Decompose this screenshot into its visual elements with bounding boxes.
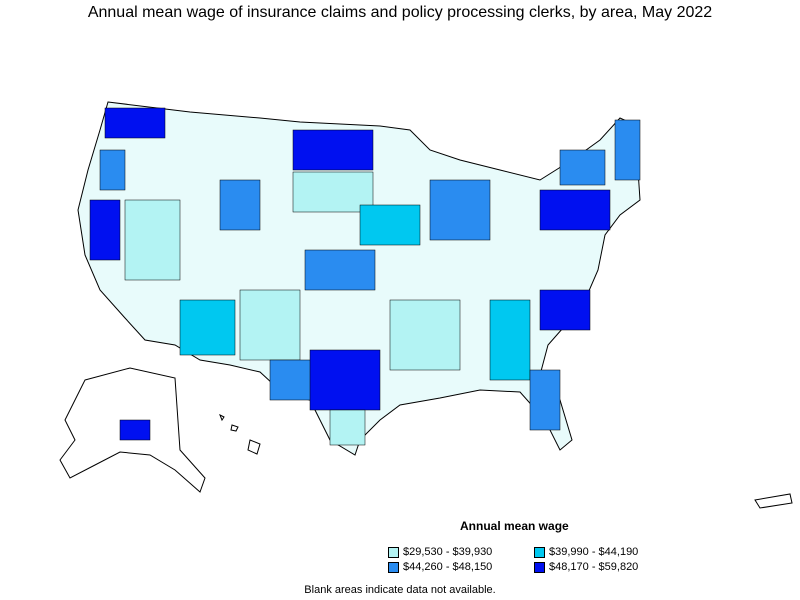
area-regions <box>89 107 641 446</box>
legend-swatch-2 <box>534 546 545 558</box>
legend-swatch-4 <box>534 561 545 573</box>
legend-label-1: $29,530 - $39,930 <box>403 546 493 558</box>
legend-swatch-1 <box>388 546 399 558</box>
legend-swatch-3 <box>388 561 399 573</box>
legend-title: Annual mean wage <box>460 519 569 533</box>
legend-item-2: $39,990 - $44,190 <box>534 546 638 558</box>
legend-item-4: $48,170 - $59,820 <box>534 561 638 573</box>
legend-item-1: $29,530 - $39,930 <box>388 546 492 558</box>
legend-label-3: $44,260 - $48,150 <box>403 561 493 573</box>
map-title: Annual mean wage of insurance claims and… <box>87 4 713 21</box>
hawaii-islands <box>219 413 261 455</box>
footnote: Blank areas indicate data not available. <box>304 584 496 596</box>
legend-label-2: $39,990 - $44,190 <box>549 546 639 558</box>
legend-label-4: $48,170 - $59,820 <box>549 561 639 573</box>
puerto-rico-outline <box>754 493 793 509</box>
legend-item-3: $44,260 - $48,150 <box>388 561 492 573</box>
